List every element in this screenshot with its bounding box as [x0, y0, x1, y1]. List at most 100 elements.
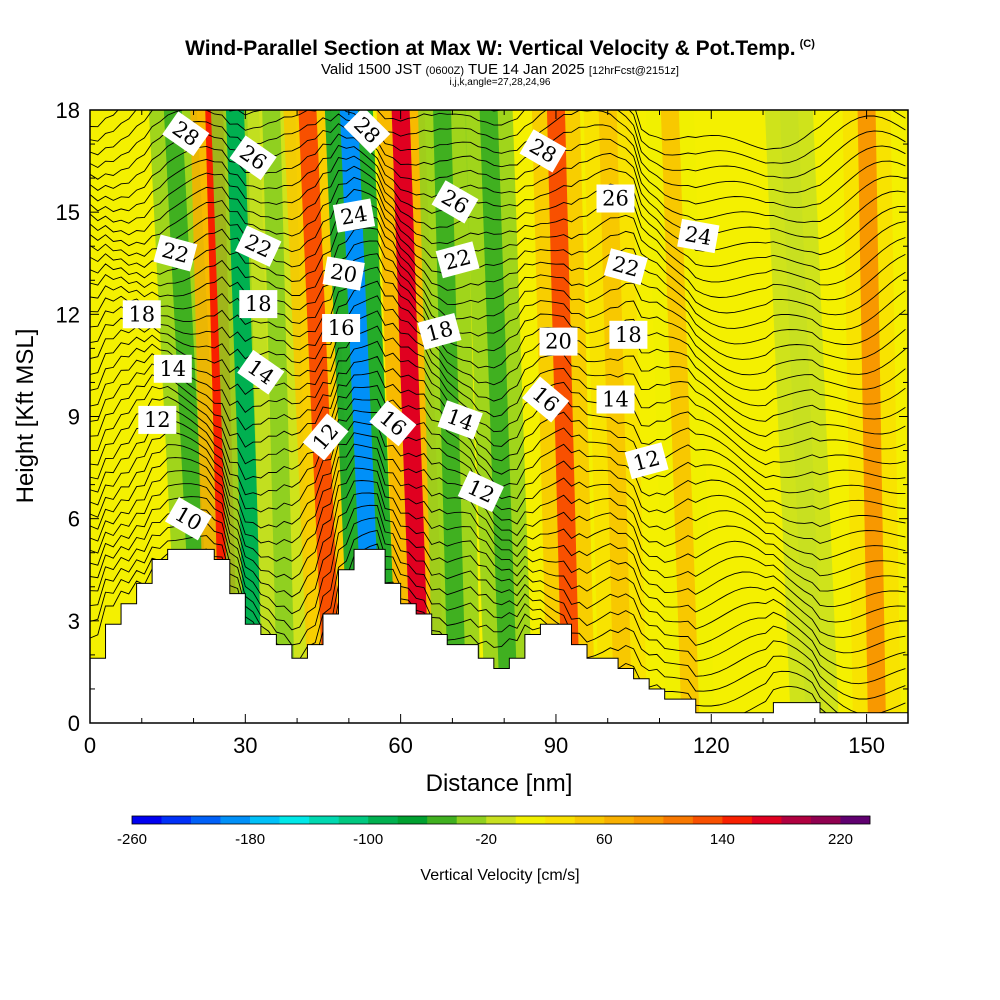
colorbar-swatch: [545, 816, 576, 824]
x-axis-label: Distance [nm]: [426, 770, 573, 797]
chart-title: Wind-Parallel Section at Max W: Vertical…: [0, 37, 1000, 61]
valid-prefix: Valid 1500 JST: [321, 61, 422, 78]
isentrope-label-box: [539, 327, 578, 356]
isentrope-label: 12: [138, 405, 177, 434]
isentrope-line: [90, 355, 906, 494]
isentrope-label: 26: [596, 184, 635, 213]
colorbar-swatch: [722, 816, 753, 824]
w-band-core: [660, 110, 700, 723]
isentrope-line: [90, 240, 906, 376]
isentrope-label-box: [322, 314, 361, 342]
colorbar-label: Vertical Velocity [cm/s]: [420, 867, 579, 884]
isentrope-label-text: 24: [683, 222, 713, 250]
isentrope-line: [90, 176, 906, 301]
valid-utc: (0600Z): [425, 65, 465, 77]
isentrope-label: 20: [322, 256, 365, 291]
colorbar-tick-label: 140: [710, 831, 735, 848]
section-info: i,j,k,angle=27,28,24,96: [449, 77, 551, 88]
isentrope-label: 14: [153, 354, 192, 383]
isentrope-line: [90, 325, 906, 466]
copyright-mark: (C): [799, 38, 815, 50]
w-band-core: [857, 110, 886, 723]
colorbar-swatch: [751, 816, 782, 824]
y-tick-label: 6: [68, 507, 80, 532]
forecast-info: [12hrFcst@2151z]: [588, 65, 679, 77]
isentrope-label: 18: [122, 300, 161, 329]
colorbar-swatch: [515, 816, 546, 824]
isentrope-label-text: 14: [159, 357, 186, 381]
isentrope-line: [90, 431, 906, 592]
y-axis: 0 3 6 9 12 15 18: [56, 98, 908, 736]
colorbar-swatch: [574, 816, 605, 824]
isentrope-label-box: [332, 198, 376, 233]
isentrope-line: [90, 480, 906, 654]
isentrope-line: [90, 340, 906, 480]
w-band-core: [546, 110, 581, 723]
isentrope-label-box: [609, 320, 648, 349]
isentrope-line: [90, 370, 906, 510]
isentrope-label-box: [237, 349, 285, 395]
isentrope-line: [90, 155, 906, 271]
isentrope-label-box: [417, 312, 462, 350]
isentrope-label: 22: [435, 241, 480, 279]
isentrope-label: 18: [609, 320, 648, 349]
isentrope-label-box: [235, 225, 282, 267]
isentrope-label-box: [596, 385, 635, 414]
isentrope-label-box: [162, 111, 210, 157]
isentrope-label-box: [431, 180, 479, 224]
isentrope-label-box: [153, 354, 192, 383]
chart-title-text: Wind-Parallel Section at Max W: Vertical…: [185, 37, 796, 60]
isentrope-label: 22: [603, 248, 648, 286]
isentrope-label-text: 14: [602, 388, 629, 412]
isentrope-label-box: [164, 497, 212, 541]
isentrope-label-box: [437, 400, 483, 440]
isentrope-label-box: [677, 218, 720, 254]
isentrope-line: [90, 310, 906, 452]
isentrope-label-box: [457, 470, 505, 513]
w-band-core: [391, 110, 431, 723]
isentrope-line: [90, 253, 906, 391]
isentrope-line: [90, 504, 906, 685]
colorbar-swatch: [250, 816, 280, 824]
x-tick-label: 30: [233, 733, 257, 758]
isentrope-label-text: 20: [328, 259, 358, 287]
colorbar-swatch: [486, 816, 517, 824]
colorbar-swatch: [309, 816, 339, 824]
colorbar-frame: [131, 815, 871, 825]
isentrope-label-text: 12: [144, 408, 171, 432]
colorbar-tick-label: -260: [117, 831, 147, 848]
colorbar-swatch: [397, 816, 428, 824]
isentrope-label-box: [122, 300, 161, 329]
isentrope-line: [90, 455, 906, 623]
x-tick-label: 60: [388, 733, 412, 758]
isentrope-line: [90, 295, 906, 437]
colorbar-swatch: [427, 816, 458, 824]
isentrope-label-box: [239, 290, 278, 319]
colorbar-swatch: [338, 816, 369, 824]
isentrope-label-box: [596, 184, 635, 213]
isentrope-label-text: 16: [328, 316, 355, 340]
y-tick-label: 0: [68, 711, 80, 736]
colorbar-swatch: [368, 816, 398, 824]
isentrope-label-text: 26: [602, 187, 629, 211]
isentrope-label-text: 18: [245, 292, 272, 316]
isentrope-line: [90, 443, 906, 608]
isentrope-label-text: 24: [339, 201, 369, 229]
isentrope-line: [90, 123, 906, 223]
isentrope-line: [90, 110, 906, 194]
isentrope-label-box: [603, 248, 648, 286]
colorbar-swatch: [663, 816, 694, 824]
y-axis-label: Height [Kft MSL]: [12, 329, 39, 504]
isentrope-label-box: [343, 110, 391, 154]
w-band-core: [479, 110, 519, 723]
colorbar-swatch: [633, 816, 664, 824]
isentrope-label-box: [229, 135, 277, 181]
isentrope-label: 20: [539, 327, 578, 356]
isentrope-label: 22: [153, 234, 198, 272]
colorbar-tick-label: 60: [596, 831, 613, 848]
isentrope-line: [90, 110, 906, 179]
isentrope-label-text: 18: [615, 323, 642, 347]
y-tick-label: 3: [68, 609, 80, 634]
isentrope-label: 24: [677, 218, 720, 254]
isentrope-line: [90, 113, 906, 209]
